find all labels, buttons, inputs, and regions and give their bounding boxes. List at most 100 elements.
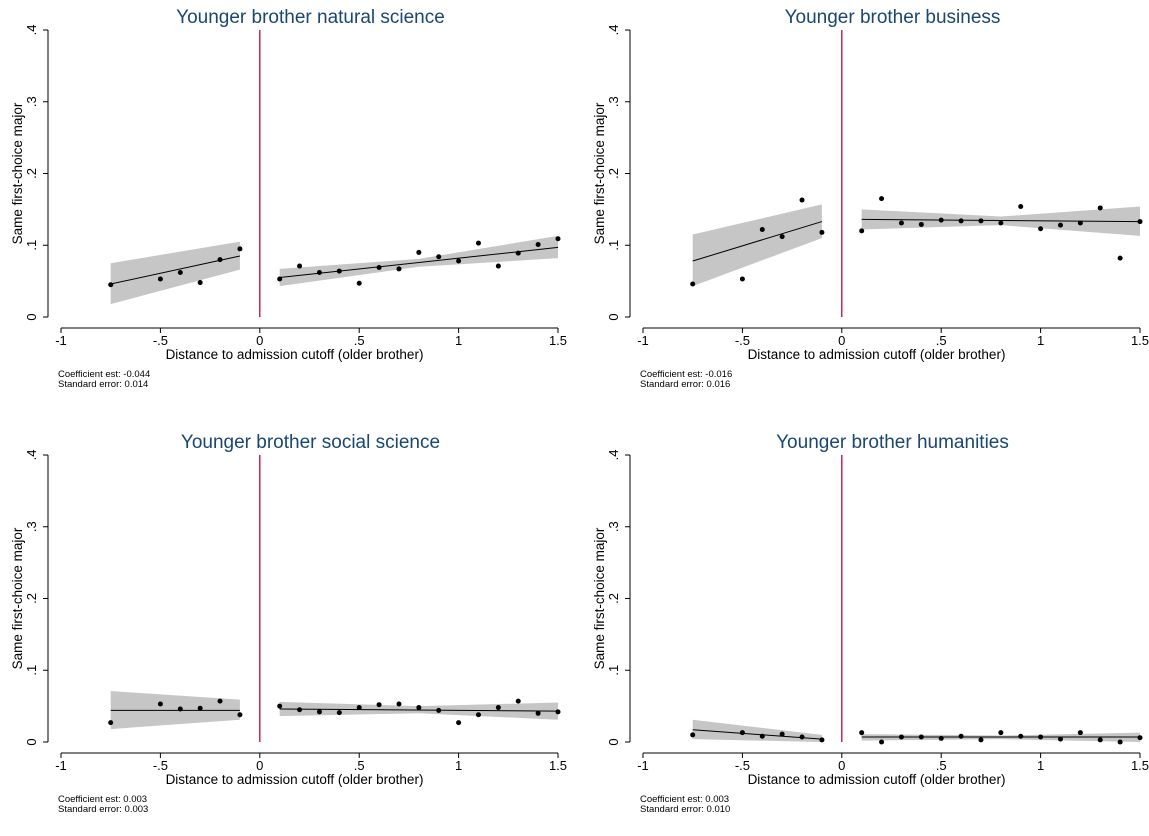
data-point <box>1018 733 1024 739</box>
data-point <box>177 270 183 276</box>
x-tick-label: 1 <box>455 758 462 773</box>
y-tick-label: .3 <box>606 521 621 532</box>
data-point <box>217 257 223 263</box>
data-point <box>898 734 904 740</box>
fit-line-right <box>279 246 559 279</box>
x-tick-label: -1 <box>55 758 67 773</box>
panel-humanities: Younger brother humanities 0 .1 .2 .3 .4 -1 -.5… <box>582 425 1149 836</box>
data-point <box>336 710 342 716</box>
x-tick-label: -1 <box>637 758 649 773</box>
data-point <box>277 276 283 282</box>
data-point <box>515 250 521 256</box>
data-point <box>978 218 984 224</box>
data-point <box>515 698 521 704</box>
y-axis-label: Same first-choice major <box>10 102 25 244</box>
y-tick-label: .3 <box>24 96 39 107</box>
data-point <box>1117 739 1123 745</box>
y-tick-label: 0 <box>24 313 39 320</box>
data-point <box>456 720 462 726</box>
data-point <box>759 226 765 232</box>
data-point <box>277 703 283 709</box>
x-axis-label: Distance to admission cutoff (older brot… <box>166 347 424 362</box>
standard-error-note: Standard error: 0.014 <box>58 379 148 390</box>
data-point <box>535 710 541 716</box>
data-point <box>535 242 541 248</box>
data-point <box>1077 220 1083 226</box>
data-point <box>819 737 825 743</box>
data-point <box>799 734 805 740</box>
data-point <box>998 220 1004 226</box>
data-point <box>356 705 362 711</box>
data-point <box>859 228 865 234</box>
y-tick-label: .4 <box>24 25 39 36</box>
x-tick-label: 0 <box>838 758 845 773</box>
data-point <box>555 709 561 715</box>
data-point <box>396 266 402 272</box>
y-tick-label: .1 <box>24 240 39 251</box>
standard-error-note: Standard error: 0.016 <box>640 379 730 390</box>
y-tick-label: .2 <box>606 168 621 179</box>
data-point <box>1097 737 1103 743</box>
data-point <box>1038 226 1044 232</box>
x-tick-label: .5 <box>936 758 947 773</box>
data-point <box>217 698 223 704</box>
data-point <box>739 276 745 282</box>
data-point <box>475 712 481 718</box>
x-tick-label: .5 <box>354 333 365 348</box>
y-axis-label: Same first-choice major <box>592 527 607 669</box>
data-point <box>938 217 944 223</box>
data-point <box>495 705 501 711</box>
data-point <box>859 730 865 736</box>
chart-title: Younger brother social science <box>181 432 440 453</box>
chart-title: Younger brother humanities <box>776 432 1009 453</box>
x-axis-label: Distance to admission cutoff (older brot… <box>166 772 424 787</box>
data-point <box>316 709 322 715</box>
panel-natural-science: Younger brother natural science 0 .1 .2 .3 .4… <box>0 0 574 411</box>
data-point <box>879 739 885 745</box>
y-tick-label: 0 <box>606 313 621 320</box>
chart-business: Younger brother business 0 .1 .2 .3 .4 -1 -.5 0.… <box>592 7 1149 390</box>
data-point <box>336 268 342 274</box>
data-point <box>759 733 765 739</box>
data-point <box>898 220 904 226</box>
data-point <box>436 254 442 260</box>
fit-line-right <box>861 218 1141 223</box>
x-tick-label: 1 <box>1037 758 1044 773</box>
data-point <box>297 707 303 713</box>
data-point <box>879 196 885 202</box>
data-point <box>1137 219 1143 225</box>
y-axis-label: Same first-choice major <box>10 527 25 669</box>
x-tick-label: .5 <box>936 333 947 348</box>
y-axis-label: Same first-choice major <box>592 102 607 244</box>
coefficient-note: Coefficient est: 0.003 <box>58 794 147 805</box>
x-tick-label: 0 <box>256 333 263 348</box>
data-point <box>1038 734 1044 740</box>
chart-natural-science: Younger brother natural science 0 .1 .2 .3 .4… <box>10 7 567 390</box>
data-point <box>237 712 243 718</box>
data-point <box>998 730 1004 736</box>
x-tick-label: 1.5 <box>1131 333 1149 348</box>
data-point <box>495 263 501 269</box>
data-point <box>779 731 785 737</box>
y-tick-label: .3 <box>24 521 39 532</box>
ci-band-right <box>279 235 558 287</box>
data-point <box>1057 222 1063 228</box>
x-tick-label: -.5 <box>153 758 168 773</box>
y-tick-label: 0 <box>606 738 621 745</box>
y-tick-label: .1 <box>24 665 39 676</box>
data-point <box>918 221 924 227</box>
y-tick-label: .2 <box>24 168 39 179</box>
standard-error-note: Standard error: 0.003 <box>58 804 148 815</box>
chart-title: Younger brother natural science <box>176 7 445 28</box>
data-point <box>978 737 984 743</box>
data-point <box>475 240 481 246</box>
y-tick-label: .4 <box>606 450 621 461</box>
fit-line-right <box>279 708 559 712</box>
x-tick-label: -1 <box>637 333 649 348</box>
x-tick-label: 1 <box>455 333 462 348</box>
data-point <box>416 705 422 711</box>
y-tick-label: .3 <box>606 96 621 107</box>
data-point <box>958 218 964 224</box>
data-point <box>416 249 422 255</box>
